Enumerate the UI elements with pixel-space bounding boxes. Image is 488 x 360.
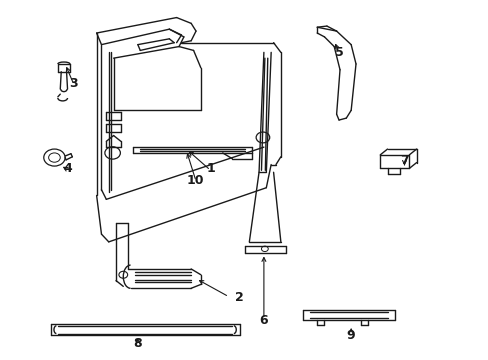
Text: 9: 9: [346, 329, 355, 342]
Text: 10: 10: [186, 174, 203, 186]
Text: 6: 6: [259, 314, 267, 327]
Text: 8: 8: [133, 337, 142, 350]
Text: 2: 2: [235, 292, 244, 305]
Text: 3: 3: [69, 77, 78, 90]
Text: 1: 1: [206, 162, 215, 175]
Text: 4: 4: [63, 162, 72, 175]
Text: 5: 5: [334, 46, 343, 59]
Text: 7: 7: [399, 154, 408, 167]
